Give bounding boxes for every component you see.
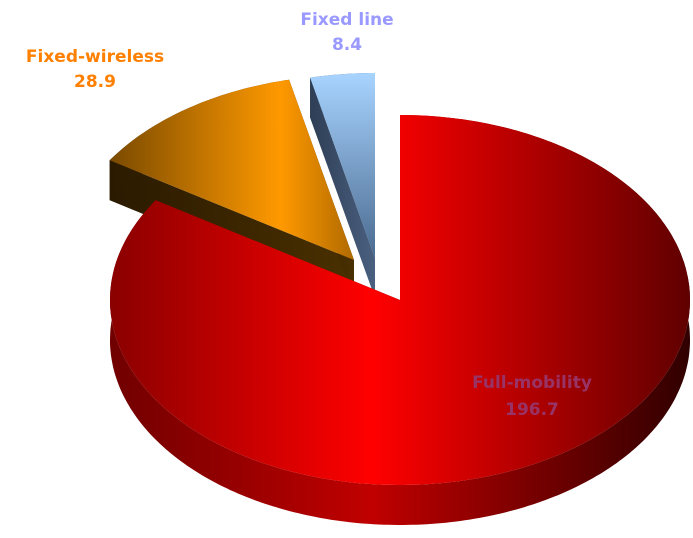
slice-wall bbox=[310, 77, 375, 298]
label-fixed-line: Fixed line 8.4 bbox=[300, 10, 393, 55]
slice bbox=[109, 79, 354, 260]
slice-value: 196.7 bbox=[505, 400, 559, 420]
slice-label: Fixed-wireless bbox=[26, 47, 164, 67]
slice-value: 28.9 bbox=[74, 72, 116, 92]
slice bbox=[310, 73, 375, 258]
slice bbox=[110, 115, 690, 485]
slice-value: 8.4 bbox=[332, 35, 362, 55]
label-full-mobility: Full-mobility 196.7 bbox=[472, 373, 592, 420]
slice-label: Fixed line bbox=[300, 10, 393, 30]
pie bbox=[109, 73, 690, 525]
label-fixed-wireless: Fixed-wireless 28.9 bbox=[26, 47, 164, 92]
slice-label: Full-mobility bbox=[472, 373, 592, 393]
